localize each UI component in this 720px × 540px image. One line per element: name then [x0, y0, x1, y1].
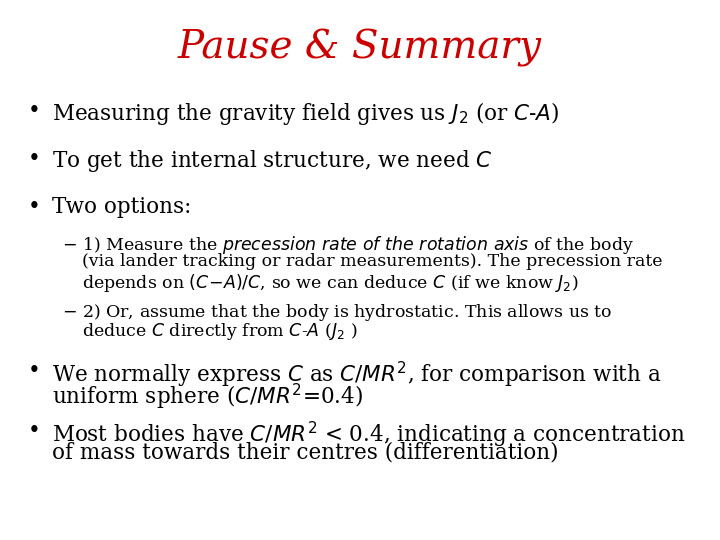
Text: Pause & Summary: Pause & Summary: [178, 29, 542, 67]
Text: depends on $\it{(C\!-\!A)/C}$, so we can deduce $\it{C}$ (if we know $J_2$): depends on $\it{(C\!-\!A)/C}$, so we can…: [82, 272, 579, 294]
Text: Most bodies have $C/MR^2$ < 0.4, indicating a concentration: Most bodies have $C/MR^2$ < 0.4, indicat…: [52, 420, 685, 450]
Text: •: •: [28, 148, 41, 170]
Text: deduce $\it{C}$ directly from $\it{C}$-$\it{A}$ ($\it{J_2}$ ): deduce $\it{C}$ directly from $\it{C}$-$…: [82, 321, 357, 342]
Text: Two options:: Two options:: [52, 196, 192, 218]
Text: Measuring the gravity field gives us $J_2$ (or $C$-$A$): Measuring the gravity field gives us $J_…: [52, 100, 559, 127]
Text: We normally express $C$ as $C/MR^2$, for comparison with a: We normally express $C$ as $C/MR^2$, for…: [52, 360, 662, 390]
Text: $-$ 1) Measure the $\it{precession\ rate\ of\ the\ rotation\ axis}$ of the body: $-$ 1) Measure the $\it{precession\ rate…: [62, 234, 634, 256]
Text: uniform sphere ($C/MR^2$=0.4): uniform sphere ($C/MR^2$=0.4): [52, 382, 363, 412]
Text: •: •: [28, 360, 41, 382]
Text: $-$ 2) Or, assume that the body is hydrostatic. This allows us to: $-$ 2) Or, assume that the body is hydro…: [62, 302, 613, 323]
Text: •: •: [28, 420, 41, 442]
Text: •: •: [28, 196, 41, 218]
Text: of mass towards their centres (differentiation): of mass towards their centres (different…: [52, 442, 559, 464]
Text: To get the internal structure, we need $C$: To get the internal structure, we need $…: [52, 148, 492, 174]
Text: (via lander tracking or radar measurements). The precession rate: (via lander tracking or radar measuremen…: [82, 253, 662, 270]
Text: •: •: [28, 100, 41, 122]
